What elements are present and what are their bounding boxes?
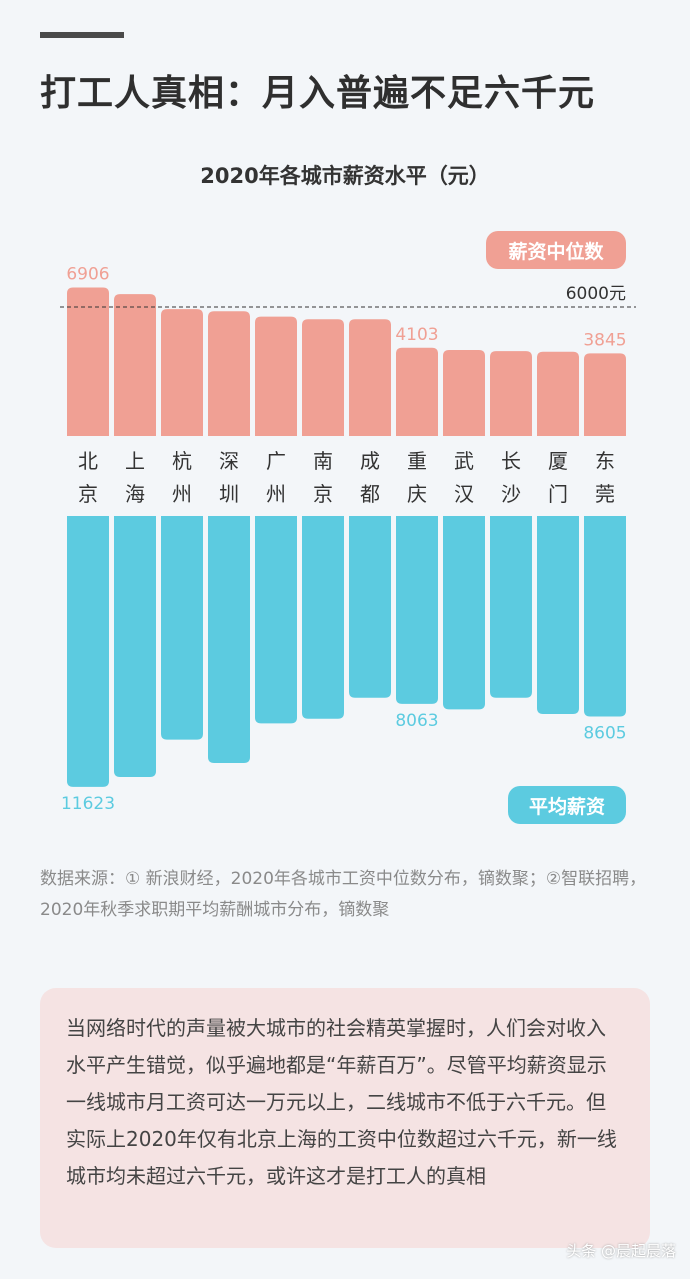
city-label: 武 <box>454 449 474 473</box>
note-box: 当网络时代的声量被大城市的社会精英掌握时，人们会对收入水平产生错觉，似乎遍地都是… <box>40 988 650 1248</box>
mean-bar <box>255 516 297 724</box>
mean-bar <box>114 516 156 777</box>
footer-credit: 头条 @晨起晨落 <box>566 1242 676 1260</box>
city-label: 成 <box>360 449 380 473</box>
city-label: 州 <box>266 482 286 506</box>
legend-median: 薪资中位数 <box>486 231 626 269</box>
city-label: 长 <box>501 449 521 473</box>
mean-bar <box>396 516 438 704</box>
city-label: 庆 <box>407 482 427 506</box>
note-text: 当网络时代的声量被大城市的社会精英掌握时，人们会对收入水平产生错觉，似乎遍地都是… <box>66 1016 617 1188</box>
city-label: 北 <box>78 449 98 473</box>
median-bar <box>114 294 156 436</box>
median-bar <box>208 311 250 436</box>
median-bar <box>302 319 344 436</box>
data-source: 数据来源：① 新浪财经，2020年各城市工资中位数分布，镝数聚；②智联招聘，20… <box>40 869 647 920</box>
city-label: 门 <box>548 482 568 506</box>
city-label: 京 <box>78 482 98 506</box>
city-label: 海 <box>125 482 145 506</box>
chart-canvas: 北京690611623上海杭州深圳广州南京成都重庆41038063武汉长沙厦门东… <box>60 265 636 814</box>
mean-bar <box>161 516 203 740</box>
mean-value-label: 11623 <box>61 794 115 814</box>
median-bar <box>349 319 391 436</box>
page-title: 打工人真相：月入普遍不足六千元 <box>40 73 596 114</box>
city-label: 东 <box>595 449 615 473</box>
median-bar <box>161 309 203 436</box>
city-label: 汉 <box>454 482 474 506</box>
city-label: 杭 <box>172 449 192 473</box>
city-label: 莞 <box>595 482 615 506</box>
median-bar <box>537 351 579 436</box>
chart-title: 2020年各城市薪资水平（元） <box>200 164 490 188</box>
city-label: 南 <box>313 449 333 473</box>
median-bar <box>490 351 532 436</box>
city-label: 厦 <box>548 449 568 473</box>
city-label: 京 <box>313 482 333 506</box>
city-label: 都 <box>360 482 380 506</box>
mean-bar <box>208 516 250 763</box>
city-label: 上 <box>125 449 145 473</box>
median-value-label: 6906 <box>66 265 109 285</box>
mean-bar <box>349 516 391 698</box>
median-bar <box>396 347 438 436</box>
mean-bar <box>443 516 485 710</box>
mean-bar <box>302 516 344 719</box>
median-bar <box>255 316 297 436</box>
mean-value-label: 8605 <box>583 723 626 743</box>
mean-bar <box>67 516 109 787</box>
city-label: 重 <box>407 449 427 473</box>
city-label: 深 <box>219 449 239 473</box>
mean-bar <box>537 516 579 715</box>
mean-value-label: 8063 <box>395 711 438 731</box>
top-rule <box>40 32 124 38</box>
median-bar <box>443 350 485 436</box>
reference-label: 6000元 <box>566 284 626 304</box>
city-label: 州 <box>172 482 192 506</box>
city-label: 沙 <box>501 482 521 506</box>
median-bar <box>584 353 626 436</box>
mean-bar <box>584 516 626 717</box>
legend-mean: 平均薪资 <box>508 786 626 824</box>
median-value-label: 4103 <box>395 325 438 345</box>
city-label: 广 <box>266 449 286 473</box>
city-label: 圳 <box>219 482 239 506</box>
mean-bar <box>490 516 532 698</box>
median-value-label: 3845 <box>583 330 626 350</box>
median-bar <box>67 287 109 436</box>
